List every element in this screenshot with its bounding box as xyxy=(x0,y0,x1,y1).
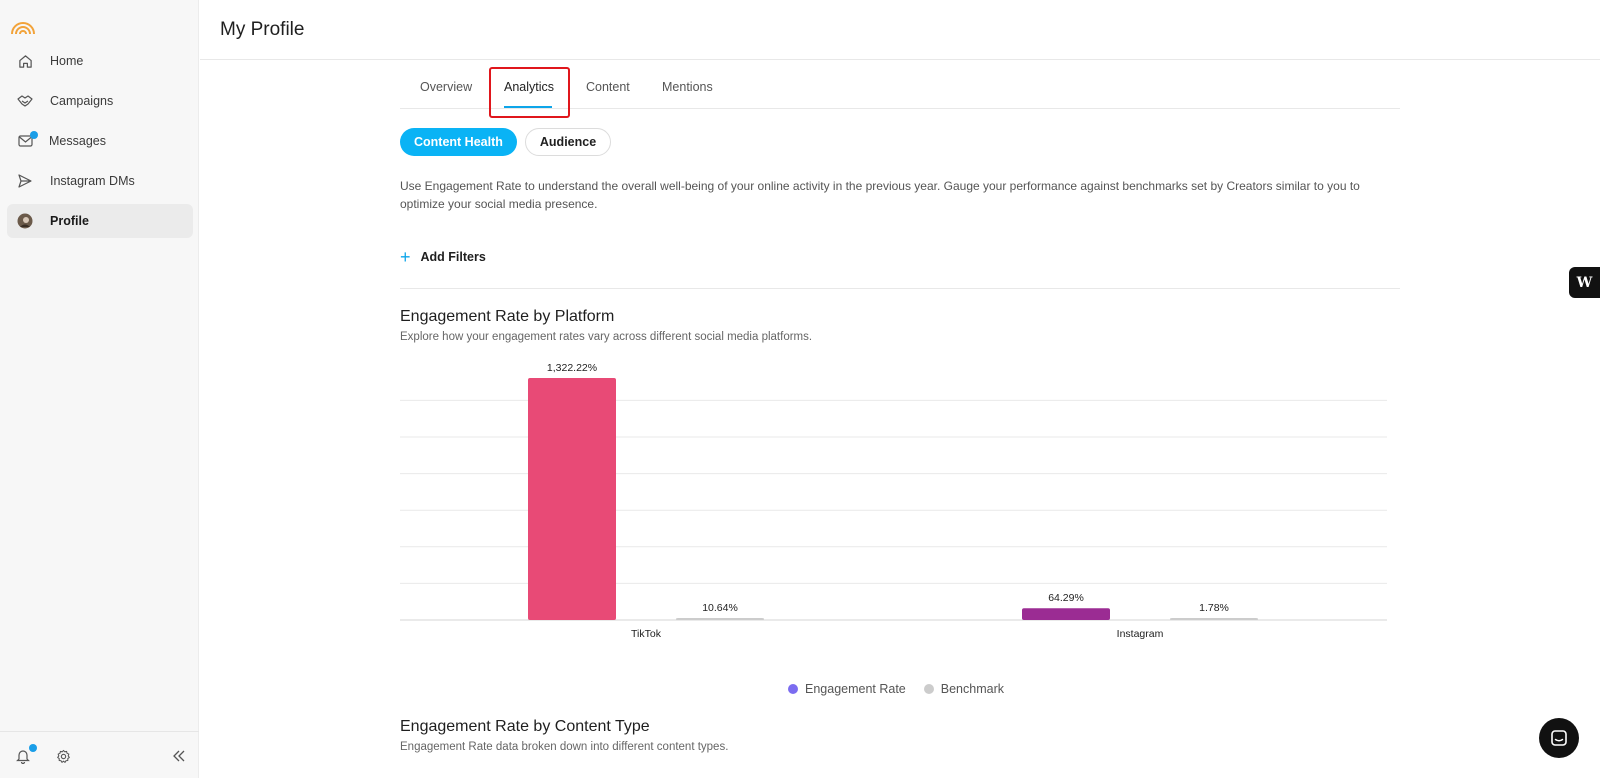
section-subtitle: Explore how your engagement rates vary a… xyxy=(400,331,813,343)
add-filters-button[interactable]: + Add Filters xyxy=(400,248,486,266)
page-title: My Profile xyxy=(220,19,305,40)
bar-benchmark xyxy=(1170,618,1258,620)
pill-content-health[interactable]: Content Health xyxy=(400,128,517,156)
bar-benchmark xyxy=(676,618,764,620)
tab-content[interactable]: Content xyxy=(586,80,630,94)
chat-button[interactable] xyxy=(1539,718,1579,758)
chat-icon xyxy=(1551,730,1567,746)
sidebar-item-profile[interactable]: Profile xyxy=(7,204,193,238)
plus-icon: + xyxy=(400,247,411,267)
sidebar: Home Campaigns Messages Instagram DMs xyxy=(0,0,199,778)
description-text: Use Engagement Rate to understand the ov… xyxy=(400,179,1360,211)
gear-icon[interactable] xyxy=(54,747,72,765)
avatar-icon xyxy=(16,212,34,230)
page-header: My Profile xyxy=(200,0,1600,60)
unread-dot xyxy=(30,131,38,139)
w-logo-icon: W xyxy=(1576,274,1593,291)
handshake-icon xyxy=(16,92,34,110)
data-label: 1.78% xyxy=(1199,602,1229,614)
collapse-icon[interactable] xyxy=(170,747,188,765)
legend-label: Benchmark xyxy=(940,682,1004,696)
home-icon xyxy=(16,52,34,70)
legend-dot xyxy=(923,684,934,694)
x-tick-label: TikTok xyxy=(631,628,662,640)
send-icon xyxy=(16,172,34,190)
sidebar-item-campaigns[interactable]: Campaigns xyxy=(7,84,193,118)
tab-mentions[interactable]: Mentions xyxy=(662,80,713,94)
tab-analytics[interactable]: Analytics xyxy=(504,80,555,94)
x-tick-label: Instagram xyxy=(1117,628,1164,640)
sidebar-nav: Home Campaigns Messages Instagram DMs xyxy=(7,44,193,244)
sidebar-item-messages[interactable]: Messages xyxy=(7,124,193,158)
section-title: Engagement Rate by Platform xyxy=(400,308,615,325)
tab-overview[interactable]: Overview xyxy=(420,80,473,94)
brand-logo-icon[interactable] xyxy=(10,12,36,36)
legend-label: Engagement Rate xyxy=(805,682,906,696)
subtab-pills: Content Health Audience xyxy=(400,128,612,156)
side-widget-button[interactable]: W xyxy=(1569,267,1600,298)
sidebar-item-label: Instagram DMs xyxy=(50,174,135,188)
legend-item-benchmark[interactable]: Benchmark xyxy=(923,682,1004,696)
profile-tabs: Overview Analytics Content Mentions xyxy=(400,60,1400,118)
engagement-rate-chart: 1,322.22% 10.64% TikTok 64.29% 1.78% Instagra… xyxy=(400,362,1387,640)
highlight-box xyxy=(489,67,570,118)
sidebar-item-label: Home xyxy=(50,54,84,68)
data-label: 1,322.22% xyxy=(547,362,597,374)
data-label: 64.29% xyxy=(1048,592,1084,604)
mail-icon xyxy=(16,132,34,150)
sidebar-item-label: Messages xyxy=(49,134,106,148)
sidebar-item-instagram-dms[interactable]: Instagram DMs xyxy=(7,164,193,198)
add-filters-label: Add Filters xyxy=(420,250,486,264)
divider xyxy=(400,288,1400,289)
bar-engagement-rate xyxy=(1022,608,1110,620)
section-subtitle: Engagement Rate data broken down into di… xyxy=(400,741,729,753)
sidebar-item-label: Campaigns xyxy=(50,94,114,108)
chart-legend: Engagement Rate Benchmark xyxy=(788,682,1022,696)
sidebar-footer xyxy=(0,731,199,778)
pill-audience[interactable]: Audience xyxy=(524,128,612,156)
section-title: Engagement Rate by Content Type xyxy=(400,718,650,735)
legend-dot xyxy=(788,684,798,694)
data-label: 10.64% xyxy=(702,602,738,614)
bar-engagement-rate xyxy=(528,378,616,620)
legend-item-engagement-rate[interactable]: Engagement Rate xyxy=(788,682,906,696)
sidebar-item-home[interactable]: Home xyxy=(7,44,193,78)
bell-icon[interactable] xyxy=(14,747,32,765)
sidebar-item-label: Profile xyxy=(50,214,89,228)
notification-dot xyxy=(29,744,37,752)
active-tab-indicator xyxy=(504,106,552,108)
